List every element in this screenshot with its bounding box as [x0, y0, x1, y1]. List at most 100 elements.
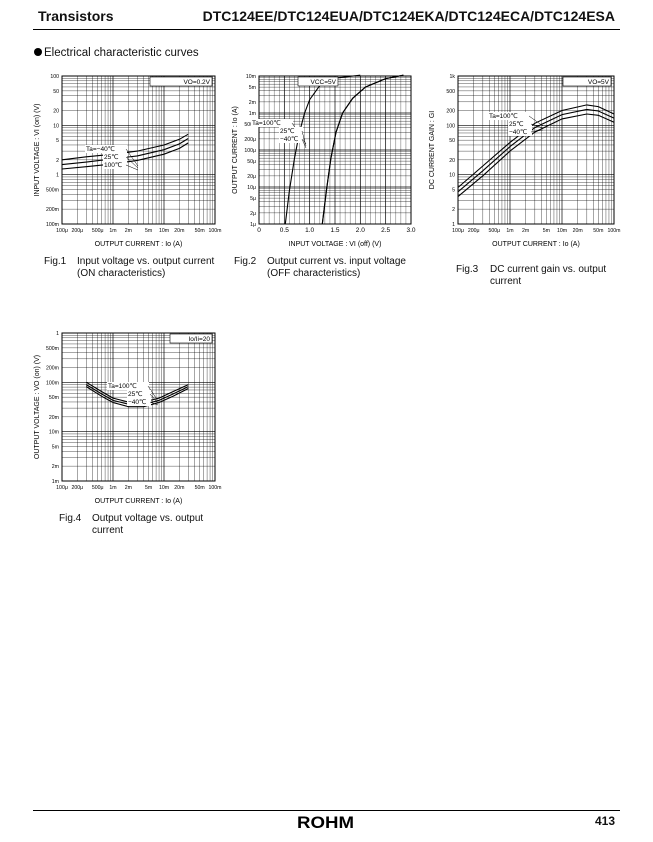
series-legend: Ta=100℃25℃−40℃: [107, 382, 159, 406]
y-tick-label: 50μ: [247, 159, 256, 165]
grid: [458, 76, 614, 224]
legend-label: 25℃: [128, 390, 143, 398]
y-tick-label: 200: [446, 108, 455, 114]
y-tick-label: 500μ: [244, 122, 256, 128]
x-tick-label: 50m: [195, 228, 205, 234]
legend-leader: [301, 130, 307, 147]
condition-box: VO=0.2V: [149, 76, 213, 87]
x-axis-label: OUTPUT CURRENT : Io (A): [492, 241, 580, 248]
legend-label: Ta=−40℃: [86, 145, 115, 153]
figure-caption-text: Input voltage vs. output current (ON cha…: [77, 256, 215, 279]
chart-fig1: 100μ 200μ 500μ 1m 2m 5m 10m 20m 50m 100m 100 50 20 10…: [34, 74, 222, 248]
legend-label: Ta=100℃: [489, 112, 518, 120]
y-tick-label: 20: [449, 158, 455, 164]
plot-frame: [457, 75, 615, 225]
y-axis-label: INPUT VOLTAGE : VI (on) (V): [34, 104, 41, 197]
x-tick-label: 1.5: [330, 227, 339, 234]
rohm-logo: ROHM: [297, 813, 355, 835]
series-line: [457, 113, 615, 198]
legend-bg: [127, 398, 151, 406]
y-tick-label: 100: [50, 74, 59, 80]
x-tick-label: 1m: [109, 228, 116, 234]
y-tick-label: 10: [449, 173, 455, 179]
figure-number: Fig.1: [44, 256, 67, 267]
x-tick-label: 1m: [506, 228, 513, 234]
condition-box: VCC=5V: [297, 76, 339, 87]
series-line: [457, 108, 615, 193]
legend-bg: [488, 112, 530, 120]
y-axis-label: OUTPUT CURRENT : Io (A): [232, 106, 239, 194]
x-tick-label: 0.5: [280, 227, 289, 234]
x-tick-label: 200μ: [468, 228, 480, 234]
footer-divider: [33, 810, 620, 811]
condition-frame: [149, 76, 213, 87]
page-number: 413: [594, 814, 615, 828]
x-tick-label: 2.5: [381, 227, 390, 234]
rohm-logo-mark: ROHM: [297, 813, 354, 832]
x-tick-label: 5m: [543, 228, 550, 234]
plot-frame: [258, 75, 412, 225]
legend-label: −40℃: [509, 128, 527, 136]
series-line: [61, 138, 189, 166]
y-tick-label: 500: [446, 89, 455, 95]
plot-frame: [61, 75, 216, 225]
x-tick-label: 50m: [195, 485, 205, 491]
y-tick-label: 10μ: [247, 185, 256, 191]
x-tick-label: 5m: [145, 228, 152, 234]
y-tick-label: 20μ: [247, 174, 256, 180]
legend-leader: [125, 148, 139, 167]
x-tick-label: 2m: [125, 485, 132, 491]
x-tick-label: 100m: [209, 228, 222, 234]
legend-leader: [125, 156, 139, 169]
y-tick-label: 1k: [450, 74, 456, 80]
chart-fig4: 100μ 200μ 500μ 1m 2m 5m 10m 20m 50m 100m 1 500m 200m…: [34, 331, 222, 505]
y-tick-label: 1: [56, 173, 59, 179]
legend-label: 25℃: [280, 127, 295, 135]
legend-bg: [508, 120, 532, 128]
series-legend: Ta=100℃25℃−40℃: [251, 119, 307, 149]
figure-number: Fig.3: [456, 264, 479, 275]
legend-bg: [107, 382, 149, 390]
y-tick-label: 1m: [52, 479, 59, 485]
condition-box: VO=5V: [562, 76, 612, 87]
y-axis-label: DC CURRENT GAIN : GI: [429, 111, 436, 189]
x-tick-label: 100m: [209, 485, 222, 491]
legend-label: 100℃: [104, 161, 122, 169]
legend-bg: [251, 119, 293, 127]
bullet-icon: [34, 48, 42, 56]
condition-label: VO=5V: [588, 79, 610, 86]
x-tick-label: 0: [257, 227, 261, 234]
x-axis-label: OUTPUT CURRENT : Io (A): [95, 241, 183, 248]
x-axis-label: OUTPUT CURRENT : Io (A): [95, 498, 183, 505]
series-line: [86, 386, 189, 408]
x-tick-label: 5m: [145, 485, 152, 491]
y-tick-label: 100μ: [244, 148, 256, 154]
condition-box: Io/Ii=20: [169, 333, 213, 344]
figure-caption-text: Output current vs. input voltage (OFF ch…: [267, 256, 406, 279]
x-tick-label: 1m: [109, 485, 116, 491]
figure-caption-text: DC current gain vs. output current: [490, 264, 607, 287]
y-tick-label: 50: [449, 138, 455, 144]
series-line: [321, 74, 404, 225]
x-tick-label: 500μ: [92, 228, 104, 234]
legend-label: Ta=100℃: [108, 382, 137, 390]
y-tick-label: 200m: [46, 207, 59, 213]
chart-fig3: 100μ 200μ 500μ 1m 2m 5m 10m 20m 50m 100m 1k 500 200 1…: [429, 74, 620, 248]
y-tick-label: 50: [53, 89, 59, 95]
y-tick-label: 2m: [249, 100, 256, 106]
legend-label: 25℃: [104, 153, 119, 161]
y-tick-label: 200m: [46, 365, 59, 371]
y-tick-label: 100m: [46, 380, 59, 386]
y-tick-label: 200μ: [244, 137, 256, 143]
series-line: [61, 142, 189, 170]
figure-number: Fig.4: [59, 513, 82, 524]
y-tick-label: 1m: [249, 111, 256, 117]
y-tick-label: 5: [56, 138, 59, 144]
y-tick-label: 50m: [49, 395, 59, 401]
figure-caption-text: Output voltage vs. output current: [92, 513, 204, 536]
condition-frame: [297, 76, 339, 87]
x-tick-label: 100μ: [56, 485, 68, 491]
y-tick-label: 2: [56, 158, 59, 164]
series-legend: Ta=100℃25℃−40℃: [488, 112, 544, 136]
y-tick-label: 5m: [52, 445, 59, 451]
